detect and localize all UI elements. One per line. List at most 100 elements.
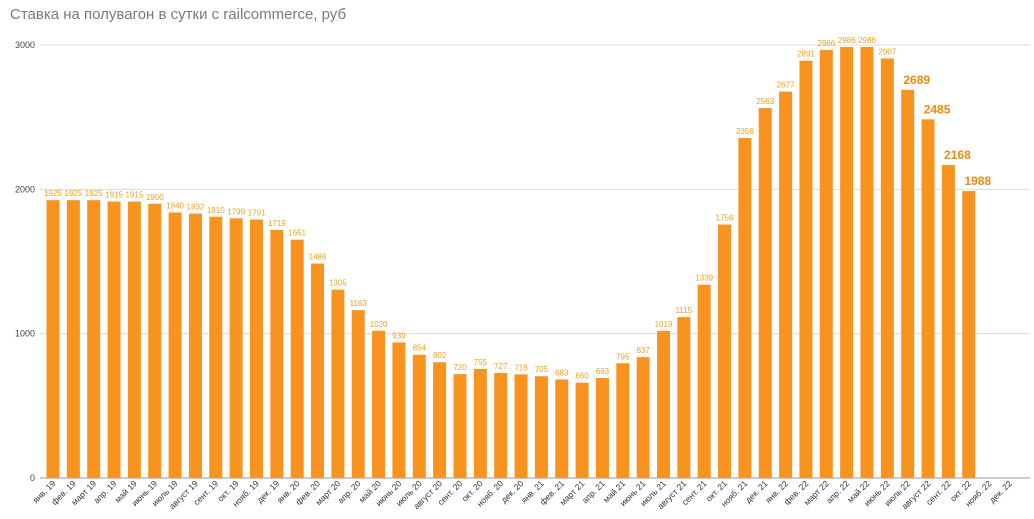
y-axis: 0 1000 2000 3000 <box>15 40 35 483</box>
x-tick-label: апр. 22 <box>824 478 851 505</box>
data-label: 1651 <box>288 229 306 238</box>
data-label: 2563 <box>756 97 774 106</box>
y-tick-label: 1000 <box>15 329 35 339</box>
bar <box>351 310 365 478</box>
chart-title: Ставка на полувагон в сутки с railcommer… <box>10 6 347 23</box>
bar <box>127 201 141 478</box>
bar <box>372 330 386 478</box>
data-label: 718 <box>514 363 528 372</box>
data-label: 2907 <box>878 47 896 56</box>
data-label: 1925 <box>64 189 82 198</box>
bar <box>412 354 426 478</box>
bar <box>433 362 447 478</box>
bar <box>250 219 263 478</box>
data-label: 693 <box>596 367 610 376</box>
x-tick-label: апр. 21 <box>580 478 607 505</box>
bar <box>66 200 80 479</box>
data-label: 2966 <box>817 39 835 48</box>
data-label: 1832 <box>187 203 205 212</box>
data-label: 795 <box>616 352 630 361</box>
data-label: 755 <box>474 358 488 367</box>
x-tick-label: дек. 22 <box>987 478 1014 505</box>
data-label: 2986 <box>858 36 876 45</box>
y-tick-label: 0 <box>30 473 35 483</box>
bar <box>311 263 325 478</box>
data-label: 1988 <box>964 174 991 188</box>
x-tick-label: апр. 19 <box>91 478 118 505</box>
bar <box>168 212 182 478</box>
data-label: 1339 <box>695 274 713 283</box>
bar <box>860 47 874 479</box>
bar <box>148 203 162 478</box>
bar <box>840 47 854 479</box>
data-label: 1756 <box>716 214 734 223</box>
bar <box>779 91 793 479</box>
data-label: 727 <box>494 362 508 371</box>
bar <box>738 137 752 478</box>
bar <box>962 191 976 478</box>
data-label: 1799 <box>227 207 245 216</box>
bar <box>555 379 569 478</box>
data-label: 2356 <box>736 127 754 136</box>
data-label: 1791 <box>248 208 266 217</box>
data-label: 1925 <box>44 189 62 198</box>
data-label: 1925 <box>85 189 103 198</box>
data-label: 1810 <box>207 206 225 215</box>
data-label: 2677 <box>777 81 795 90</box>
bar <box>534 376 548 478</box>
bar <box>799 60 813 479</box>
bar <box>616 363 630 478</box>
bar <box>392 342 406 478</box>
bar <box>453 374 467 478</box>
bar <box>107 201 121 478</box>
bar <box>514 374 528 478</box>
bar <box>209 216 223 479</box>
bar <box>921 119 935 478</box>
data-label: 854 <box>413 344 427 353</box>
bar <box>880 58 894 478</box>
bar <box>636 357 650 478</box>
data-label: 802 <box>433 351 447 360</box>
bar <box>758 108 772 478</box>
data-label: 1486 <box>309 253 327 262</box>
bars <box>46 47 976 479</box>
data-label: 2485 <box>924 102 951 116</box>
bar <box>494 373 508 478</box>
bar <box>270 229 284 478</box>
data-label: 837 <box>636 346 650 355</box>
bar <box>87 200 101 479</box>
data-label: 1019 <box>655 320 673 329</box>
data-label: 1115 <box>676 306 693 315</box>
x-tick-label: апр. 20 <box>336 478 363 505</box>
bar <box>290 239 304 478</box>
y-tick-label: 3000 <box>15 40 35 50</box>
data-label: 2891 <box>797 50 815 59</box>
bar <box>718 224 732 478</box>
data-label: 683 <box>555 368 569 377</box>
bar <box>229 218 243 478</box>
data-label: 1163 <box>350 299 368 308</box>
data-label: 2689 <box>903 73 930 87</box>
data-label: 705 <box>535 365 549 374</box>
bar <box>819 49 833 478</box>
data-label: 660 <box>575 372 589 381</box>
data-label: 1915 <box>126 191 144 200</box>
bar <box>901 89 915 478</box>
data-label: 1900 <box>146 193 164 202</box>
bar <box>473 369 487 478</box>
bar <box>677 317 691 478</box>
bar <box>941 165 955 478</box>
bar <box>697 284 711 478</box>
y-tick-label: 2000 <box>15 184 35 194</box>
data-label: 1915 <box>105 191 123 200</box>
data-label: 1305 <box>329 279 347 288</box>
data-label: 1719 <box>268 219 286 228</box>
bar <box>46 200 60 479</box>
bar <box>595 377 609 478</box>
bar <box>575 382 589 478</box>
bar <box>188 213 202 478</box>
data-label: 2986 <box>838 36 856 45</box>
